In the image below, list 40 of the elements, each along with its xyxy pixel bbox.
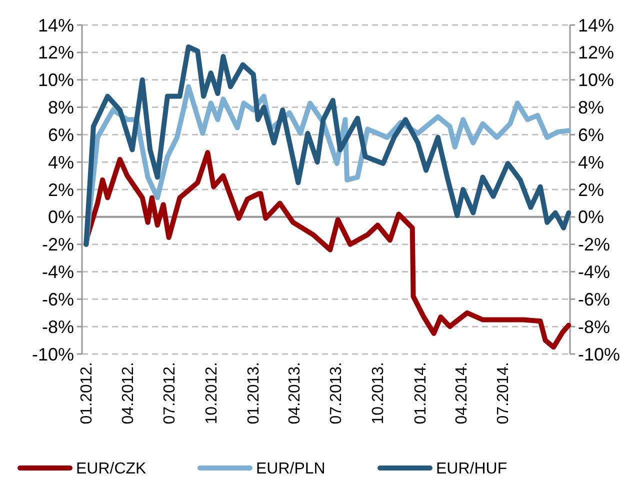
y-tick-label: -2% <box>42 234 74 255</box>
y-tick-label: 0% <box>48 207 74 228</box>
y2-tick-label: 8% <box>578 98 604 118</box>
y-tick-label: 6% <box>48 124 74 145</box>
y2-tick-label: 0% <box>578 207 604 228</box>
y-tick-label: 10% <box>38 70 74 90</box>
x-tick-label: 01.2013. <box>245 362 262 424</box>
x-tick-label: 10.2012. <box>203 362 220 424</box>
legend-label: EUR/HUF <box>436 460 508 478</box>
y-tick-label: 12% <box>38 42 74 63</box>
y-tick-label: 2% <box>48 180 74 200</box>
y2-tick-label: -8% <box>578 316 610 337</box>
x-tick-label: 07.2012. <box>161 362 178 424</box>
x-tick-label: 10.2013. <box>370 362 388 424</box>
y-tick-label: 4% <box>48 152 74 172</box>
y-tick-label: -4% <box>42 262 74 282</box>
x-tick-label: 01.2014. <box>412 362 430 424</box>
y-tick-label: -8% <box>42 316 74 337</box>
x-tick-label: 01.2012. <box>78 362 96 424</box>
x-tick-label: 04.2013. <box>286 362 304 424</box>
y-tick-label: -6% <box>42 289 74 310</box>
y2-tick-label: -2% <box>578 234 610 255</box>
x-tick-label: 07.2014. <box>494 362 512 424</box>
x-tick-label: 04.2012. <box>120 362 137 424</box>
legend-label: EUR/PLN <box>256 460 326 478</box>
y2-tick-label: 14% <box>578 15 614 36</box>
y-tick-label: 8% <box>48 98 74 118</box>
y2-tick-label: 6% <box>578 124 604 145</box>
y2-tick-label: 12% <box>578 42 614 63</box>
y2-tick-label: 10% <box>578 70 614 90</box>
legend-label: EUR/CZK <box>76 460 147 478</box>
y-tick-label: -10% <box>32 344 74 364</box>
y2-tick-label: -4% <box>578 262 610 282</box>
y2-tick-label: -10% <box>578 344 620 364</box>
y2-tick-label: 4% <box>578 152 604 172</box>
y2-tick-label: -6% <box>578 289 610 310</box>
y2-tick-label: 2% <box>578 180 604 200</box>
x-tick-label: 07.2013. <box>328 362 346 424</box>
y-tick-label: 14% <box>38 15 74 36</box>
x-tick-label: 04.2014. <box>453 362 470 424</box>
